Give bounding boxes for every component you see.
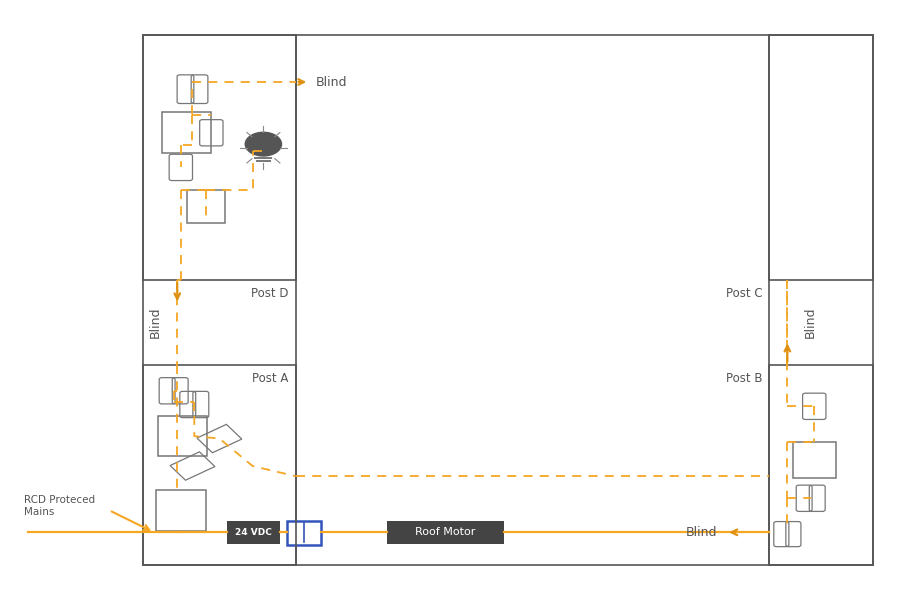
Text: Roof Motor: Roof Motor <box>415 527 476 538</box>
Bar <box>161 112 211 153</box>
Bar <box>187 190 225 223</box>
Bar <box>228 521 280 544</box>
Text: 24 VDC: 24 VDC <box>235 528 272 537</box>
Text: Post D: Post D <box>251 287 289 301</box>
Bar <box>158 416 207 457</box>
Text: Blind: Blind <box>804 307 816 338</box>
Text: Blind: Blind <box>686 526 717 539</box>
Text: Post B: Post B <box>725 371 762 385</box>
Bar <box>143 35 874 565</box>
Bar <box>387 521 504 544</box>
Bar <box>143 35 296 280</box>
Circle shape <box>245 131 283 157</box>
Text: Post C: Post C <box>725 287 762 301</box>
Text: Blind: Blind <box>148 307 161 338</box>
Bar <box>287 521 320 545</box>
Bar <box>157 490 205 530</box>
Text: RCD Proteced
Mains: RCD Proteced Mains <box>23 495 94 517</box>
Bar <box>770 365 874 565</box>
Text: Blind: Blind <box>315 76 346 89</box>
Bar <box>793 442 836 478</box>
Text: Post A: Post A <box>252 371 289 385</box>
Bar <box>770 35 874 280</box>
Bar <box>143 365 296 565</box>
